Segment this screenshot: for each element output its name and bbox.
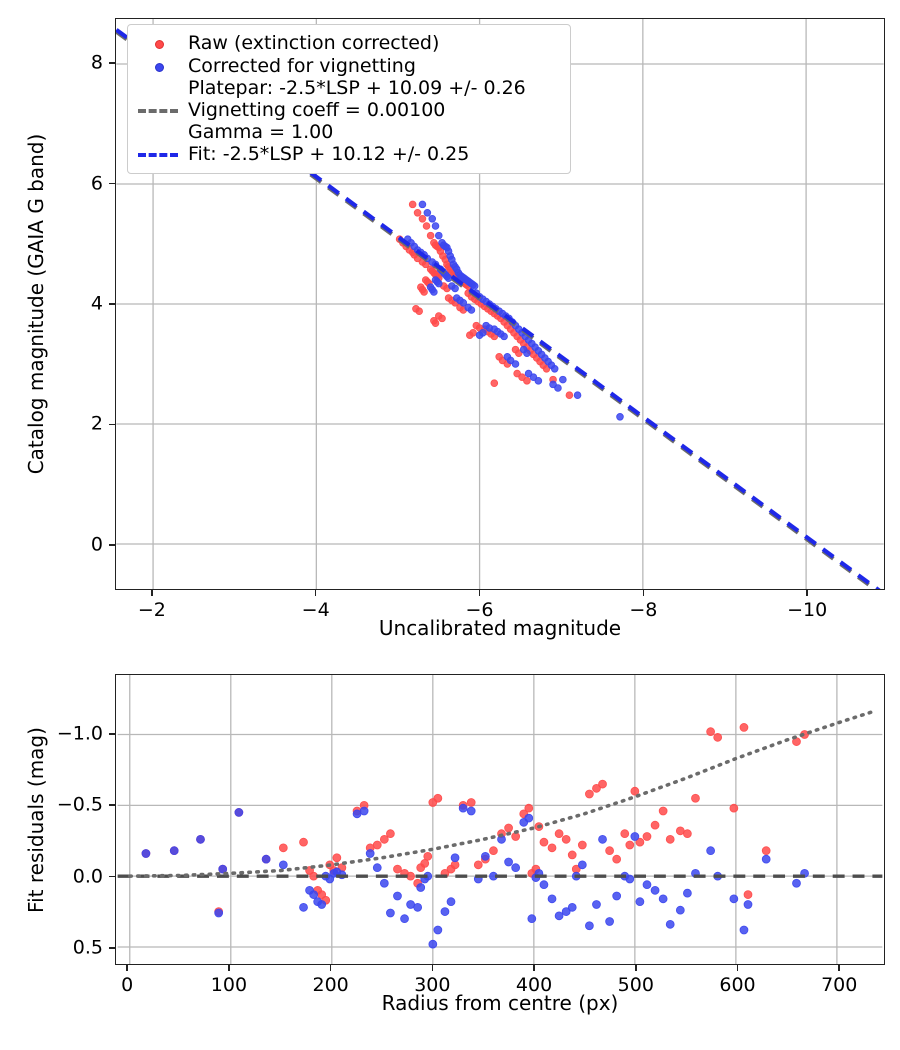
magnitude-calibration-x-title: Uncalibrated magnitude (378, 616, 622, 640)
legend-marker-gamma-blank (136, 124, 180, 142)
legend-marker-fit-dash (136, 146, 180, 164)
y-tick-label: −0.5 (56, 793, 103, 816)
y-tick-label: 8 (90, 51, 103, 74)
x-tick-label: −8 (629, 599, 658, 621)
legend-label-fit: Fit: -2.5*LSP + 10.12 +/- 0.25 (188, 143, 470, 166)
x-tick-label: 300 (414, 974, 451, 996)
y-tick-mark (109, 804, 115, 806)
legend-marker-platepar-blank (136, 80, 180, 98)
legend-entry-gamma: Gamma = 1.00 (136, 122, 560, 144)
y-tick-mark (109, 733, 115, 735)
y-tick-mark (109, 423, 115, 426)
y-tick-mark (109, 182, 115, 185)
magnitude-calibration-y-title: Catalog magnitude (GAIA G band) (24, 133, 48, 475)
legend-entry-vignetting-coeff: Vignetting coeff = 0.00100 (136, 100, 560, 122)
x-tick-mark (806, 590, 808, 596)
x-tick-label: 700 (821, 974, 858, 996)
y-tick-mark (109, 544, 115, 546)
legend-marker-vignetting-dash (136, 102, 180, 120)
x-tick-mark (642, 590, 645, 596)
y-tick-mark (109, 62, 115, 64)
x-tick-label: −4 (301, 599, 330, 621)
x-tick-label: −10 (787, 599, 828, 621)
x-tick-label: 0 (121, 974, 134, 996)
x-tick-label: −6 (465, 599, 494, 621)
x-tick-label: 400 (515, 974, 553, 996)
y-tick-label: 6 (90, 172, 103, 195)
x-tick-mark (838, 965, 840, 971)
y-tick-mark (109, 303, 115, 305)
x-tick-mark (736, 965, 739, 971)
fit-residuals-plot-area (117, 675, 883, 964)
x-tick-label: 200 (312, 974, 349, 996)
legend-label-platepar: Platepar: -2.5*LSP + 10.09 +/- 0.26 (188, 77, 526, 100)
y-tick-label: 0 (90, 533, 103, 556)
legend-entry-raw: Raw (extinction corrected) (136, 32, 560, 55)
legend-label-corrected: Corrected for vignetting (188, 54, 416, 77)
x-tick-mark (151, 590, 153, 596)
y-tick-label: −1.0 (56, 722, 103, 745)
legend-label-vignetting-coeff: Vignetting coeff = 0.00100 (188, 99, 446, 122)
legend-label-raw: Raw (extinction corrected) (188, 31, 440, 54)
x-tick-label: 600 (719, 974, 756, 996)
x-tick-mark (533, 965, 535, 971)
legend-marker-corrected-dot (136, 58, 180, 76)
x-tick-label: 100 (210, 974, 248, 996)
legend-marker-raw-dot (136, 35, 180, 53)
x-tick-mark (126, 965, 128, 971)
fit-residuals-x-title: Radius from centre (px) (381, 991, 619, 1015)
y-tick-label: 0.0 (72, 865, 103, 888)
y-tick-mark (109, 947, 115, 949)
magnitude-calibration-legend: Raw (extinction corrected) Corrected for… (127, 24, 571, 174)
x-tick-mark (478, 590, 481, 596)
x-tick-mark (635, 965, 637, 971)
x-tick-label: 500 (617, 974, 654, 996)
x-tick-label: −2 (137, 599, 166, 621)
y-tick-mark (109, 875, 115, 878)
x-tick-mark (431, 965, 434, 971)
x-tick-mark (228, 965, 230, 971)
legend-label-gamma: Gamma = 1.00 (188, 121, 334, 144)
legend-entry-corrected: Corrected for vignetting (136, 55, 560, 78)
y-tick-label: 2 (90, 412, 103, 435)
y-tick-label: 0.5 (72, 936, 103, 959)
fit-residuals-y-title: Fit residuals (mag) (24, 727, 48, 913)
x-tick-mark (314, 590, 317, 596)
legend-entry-platepar: Platepar: -2.5*LSP + 10.09 +/- 0.26 (136, 78, 560, 100)
y-tick-label: 4 (90, 292, 103, 315)
legend-entry-fit: Fit: -2.5*LSP + 10.12 +/- 0.25 (136, 144, 560, 166)
x-tick-mark (329, 965, 332, 971)
fit-residuals-axes (115, 674, 885, 965)
